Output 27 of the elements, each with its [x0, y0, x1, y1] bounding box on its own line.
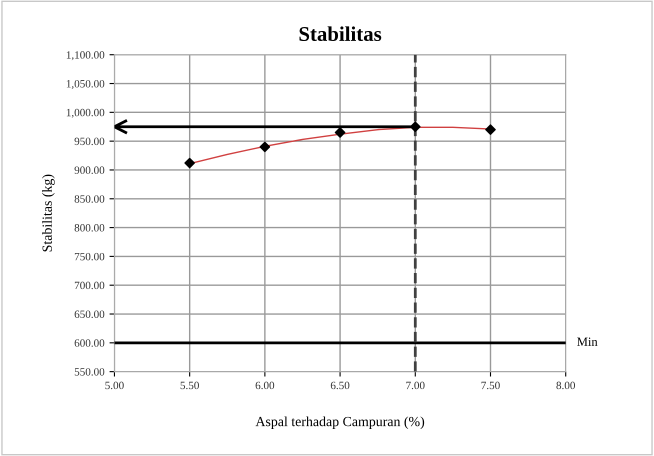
x-tick-label: 6.00: [256, 382, 274, 390]
y-tick-label: 550.00: [74, 368, 104, 376]
x-axis-title: Aspal terhadap Campuran (%): [256, 416, 424, 430]
point: [485, 124, 496, 135]
y-tick-label: 650.00: [74, 310, 104, 318]
ref-line-label: Min: [577, 338, 598, 346]
y-tick-label: 850.00: [74, 195, 104, 203]
point: [184, 158, 195, 168]
x-tick-label: 7.00: [406, 382, 425, 390]
point: [260, 142, 270, 152]
y-tick-label: 750.00: [74, 252, 104, 260]
chart-title: Stabilitas: [300, 26, 382, 42]
x-tick-label: 5.00: [105, 382, 124, 390]
y-tick-label: 1,000.00: [66, 108, 104, 118]
x-tick-label: 6.50: [330, 382, 350, 390]
y-tick-label: 900.00: [74, 166, 104, 174]
y-axis-title: Stabilitas (kg): [42, 174, 55, 252]
point: [334, 127, 346, 138]
y-tick-label: 1,050.00: [66, 80, 104, 90]
y-tick-label: 1,100.00: [66, 51, 104, 60]
y-tick-label: 600.00: [74, 339, 104, 347]
y-tick-label: 800.00: [74, 224, 104, 232]
x-tick-label: 7.50: [482, 382, 500, 390]
x-tick-label: 5.50: [180, 382, 199, 390]
y-tick-label: 950.00: [74, 138, 104, 146]
x-tick-label: 8.00: [556, 382, 576, 390]
y-tick-label: 700.00: [74, 282, 104, 290]
